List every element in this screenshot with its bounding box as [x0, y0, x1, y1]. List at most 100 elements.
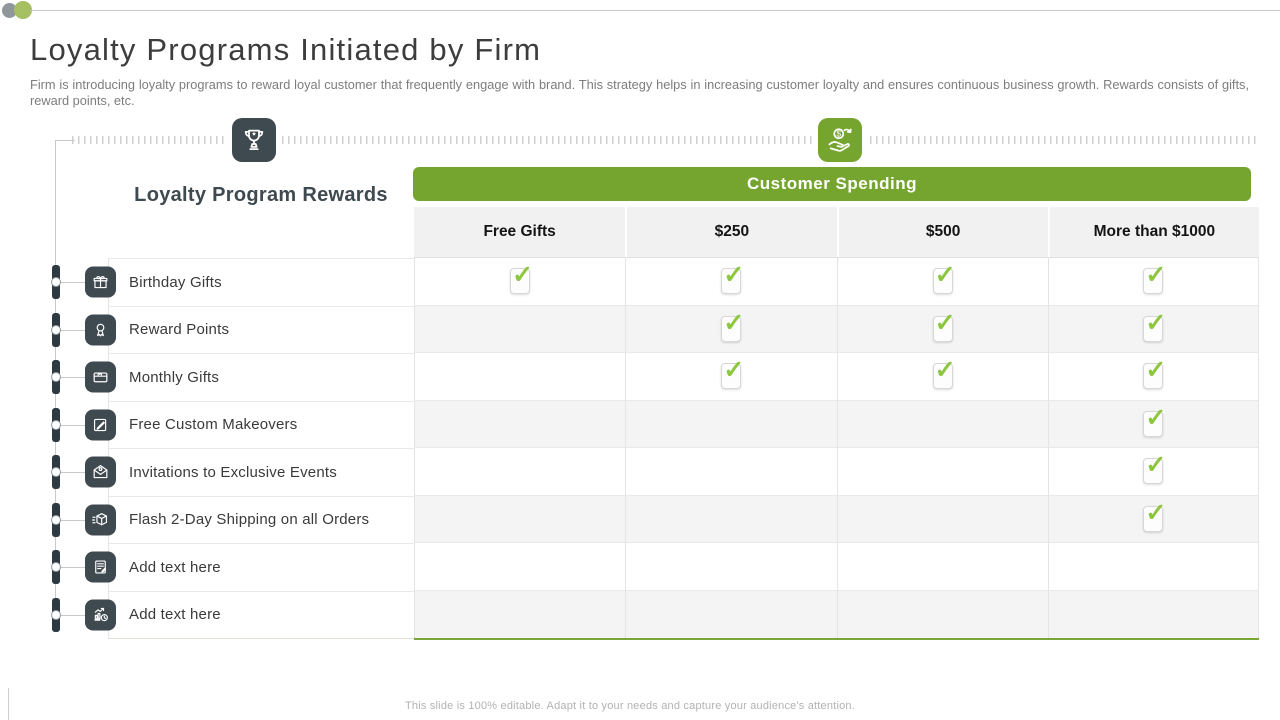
reward-label: Reward Points [129, 321, 230, 339]
check-cell [625, 448, 837, 496]
timeline-node [52, 455, 60, 490]
tick-glyph: ✓ [512, 261, 534, 290]
check-cell: ✓ [625, 305, 837, 353]
check-cell: ✓ [1047, 305, 1259, 353]
hand-coin-icon: $ [818, 118, 862, 162]
node-connector-line [57, 472, 87, 474]
node-connector-line [57, 567, 87, 569]
timeline-node [52, 265, 60, 300]
slide-description: Firm is introducing loyalty programs to … [30, 77, 1249, 108]
check-cell: ✓ [836, 353, 1048, 401]
medal-icon [85, 314, 116, 346]
checkmark-icon: ✓ [1143, 310, 1166, 342]
check-cell: ✓ [1047, 400, 1259, 448]
check-cell [625, 590, 837, 638]
column-header: More than $1000 [1047, 207, 1259, 257]
node-connector-line [57, 424, 87, 426]
check-cell: ✓ [1047, 258, 1259, 306]
check-cell [414, 543, 626, 591]
node-connector-line [57, 329, 87, 331]
top-divider [30, 10, 1280, 11]
document-icon [85, 551, 116, 583]
check-cell [414, 305, 626, 353]
node-connector-line [57, 282, 87, 284]
reward-row: Add text here [52, 592, 414, 639]
page-title: Loyalty Programs Initiated by Firm [30, 32, 542, 67]
check-cell: ✓ [1047, 353, 1259, 401]
checkmark-icon: ✓ [721, 310, 744, 342]
column-header: $500 [836, 207, 1048, 257]
check-cell: ✓ [625, 258, 837, 306]
placeholder-text[interactable]: Add text here [129, 558, 221, 576]
reward-label: Free Custom Makeovers [129, 416, 298, 434]
check-cell [414, 448, 626, 496]
check-cell [414, 353, 626, 401]
checkmark-icon: ✓ [932, 262, 956, 295]
reward-label-column: Birthday Gifts Reward Points Monthly Gifts… [52, 258, 414, 639]
spending-check-grid: ✓ ✓ ✓ ✓ ✓ ✓ ✓ ✓ ✓ ✓ ✓ ✓ ✓ [414, 258, 1259, 640]
check-cell [625, 495, 837, 543]
reward-row: Flash 2-Day Shipping on all Orders [52, 497, 414, 544]
gift-card-icon [85, 361, 116, 393]
checkmark-icon: ✓ [721, 262, 744, 295]
timeline-node [52, 407, 60, 442]
column-header: $250 [625, 207, 837, 257]
checkmark-icon: ✓ [1143, 452, 1166, 485]
timeline-horizontal-line [55, 140, 75, 141]
checkmark-icon: ✓ [1143, 357, 1166, 390]
footer-note: This slide is 100% editable. Adapt it to… [405, 700, 855, 712]
reward-row: Invitations to Exclusive Events [52, 449, 414, 497]
check-cell [836, 543, 1048, 591]
placeholder-text[interactable]: Add text here [129, 606, 221, 624]
invitation-icon [85, 456, 116, 488]
check-cell [836, 400, 1048, 448]
tick-glyph: ✓ [934, 356, 956, 385]
edit-icon [85, 409, 116, 441]
timeline-node [52, 597, 60, 632]
checkmark-icon: ✓ [510, 262, 533, 295]
corner-dot-green [14, 1, 32, 19]
check-cell [836, 448, 1048, 496]
timeline-node [52, 360, 60, 395]
svg-text:$: $ [836, 129, 841, 138]
row-group-title: Loyalty Program Rewards [134, 184, 388, 206]
tick-glyph: ✓ [1145, 308, 1167, 337]
check-cell [1047, 543, 1259, 591]
tick-glyph: ✓ [934, 308, 956, 337]
dotted-connector-line [72, 136, 1258, 144]
reward-row: Monthly Gifts [52, 354, 414, 402]
chart-clock-icon [85, 599, 116, 631]
checkmark-icon: ✓ [1143, 500, 1166, 532]
timeline-node [52, 312, 60, 347]
check-cell [414, 400, 626, 448]
reward-label: Birthday Gifts [129, 273, 222, 291]
gift-icon [85, 266, 116, 298]
timeline-node [52, 550, 60, 585]
tick-glyph: ✓ [934, 261, 956, 290]
checkmark-icon: ✓ [932, 357, 956, 390]
tick-glyph: ✓ [1145, 498, 1167, 527]
check-cell [836, 590, 1048, 638]
reward-row: Add text here [52, 544, 414, 592]
tick-glyph: ✓ [1145, 403, 1167, 432]
reward-label: Monthly Gifts [129, 368, 220, 386]
check-cell: ✓ [1047, 495, 1259, 543]
check-cell [414, 495, 626, 543]
check-cell [1047, 590, 1259, 638]
tick-glyph: ✓ [723, 308, 745, 337]
trophy-icon [232, 118, 276, 162]
column-group-header: Customer Spending [413, 167, 1251, 201]
check-cell: ✓ [836, 258, 1048, 306]
checkmark-icon: ✓ [1143, 262, 1166, 295]
package-icon [85, 504, 116, 536]
checkmark-icon: ✓ [721, 357, 744, 390]
tick-glyph: ✓ [1145, 261, 1167, 290]
check-cell [625, 400, 837, 448]
tick-glyph: ✓ [723, 261, 745, 290]
tick-glyph: ✓ [1145, 451, 1167, 480]
node-connector-line [57, 614, 87, 616]
reward-row: Free Custom Makeovers [52, 402, 414, 449]
reward-row: Birthday Gifts [52, 259, 414, 307]
check-cell: ✓ [625, 353, 837, 401]
